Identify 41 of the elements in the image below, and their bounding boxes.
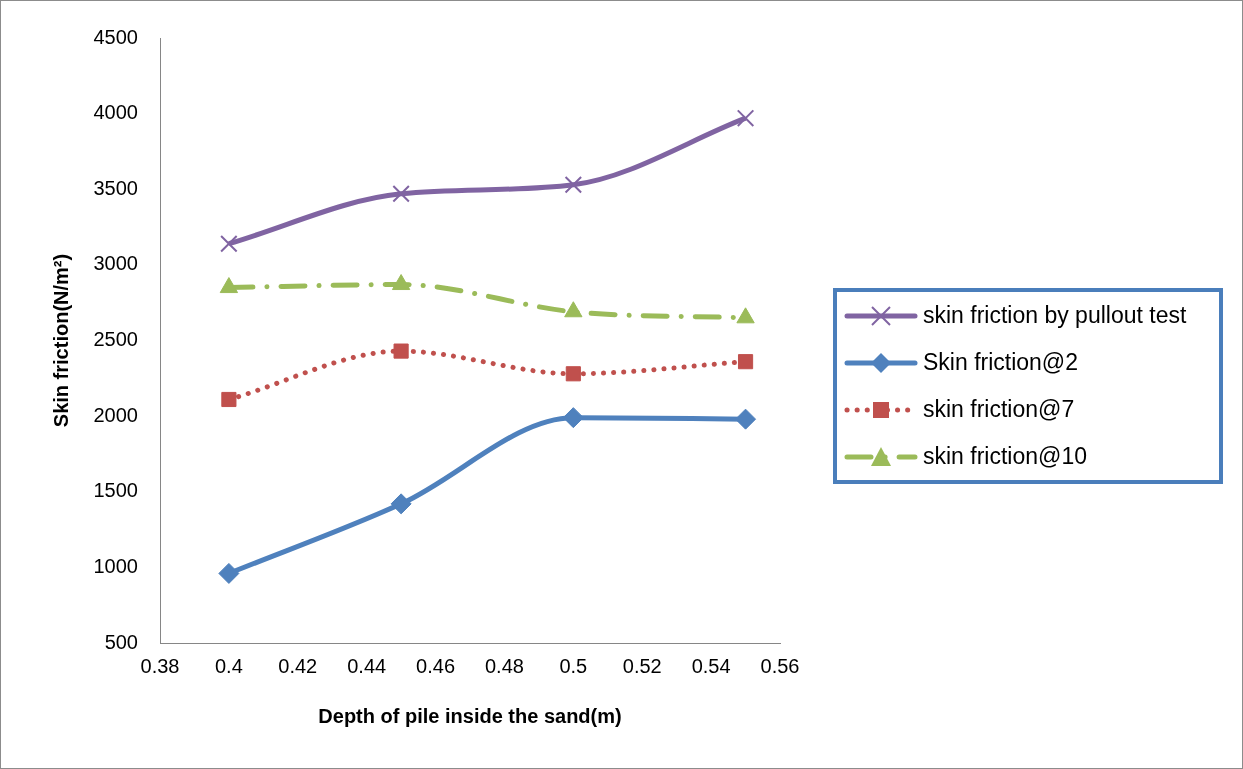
- x-tick-label: 0.42: [278, 654, 318, 677]
- point: [391, 274, 411, 291]
- point: [220, 234, 238, 253]
- point: [221, 391, 237, 408]
- x-tick-label: 0.46: [416, 654, 456, 677]
- y-tick-label: 1500: [93, 479, 138, 502]
- point: [736, 307, 755, 324]
- legend-label: skin friction@10: [923, 443, 1087, 470]
- x-tick-label: 0.44: [347, 654, 387, 677]
- y-tick-label: 4500: [93, 25, 138, 48]
- point: [219, 277, 239, 294]
- x-tick-label: 0.54: [691, 654, 731, 677]
- y-tick-label: 2000: [93, 403, 138, 426]
- point: [735, 408, 757, 430]
- y-tick-label: 4000: [93, 101, 138, 124]
- y-tick-label: 2500: [93, 328, 138, 351]
- point: [564, 175, 583, 194]
- x-tick-label: 0.4: [214, 654, 243, 677]
- legend-label: skin friction@7: [923, 396, 1075, 423]
- point: [392, 185, 410, 203]
- legend-label: skin friction by pullout test: [923, 302, 1187, 329]
- y-axis-title: Skin friction(N/m²): [49, 253, 72, 428]
- point: [737, 354, 754, 370]
- x-tick-label: 0.52: [622, 654, 662, 677]
- point: [390, 493, 412, 515]
- legend-label: Skin friction@2: [923, 349, 1079, 376]
- x-tick-label: 0.5: [559, 654, 588, 677]
- y-tick-label: 1000: [93, 554, 138, 577]
- y-tick-label: 3000: [93, 252, 138, 275]
- point: [218, 562, 240, 584]
- point: [565, 366, 581, 382]
- point: [564, 301, 583, 318]
- x-tick-label: 0.38: [140, 654, 180, 677]
- y-tick-label: 500: [104, 630, 138, 653]
- x-tick-label: 0.48: [484, 654, 524, 677]
- y-tick-label: 3500: [93, 176, 138, 199]
- point: [393, 343, 409, 359]
- x-tick-label: 0.56: [760, 654, 800, 677]
- x-axis-title: Depth of pile inside the sand(m): [318, 704, 622, 727]
- point: [562, 407, 584, 429]
- point: [736, 109, 755, 127]
